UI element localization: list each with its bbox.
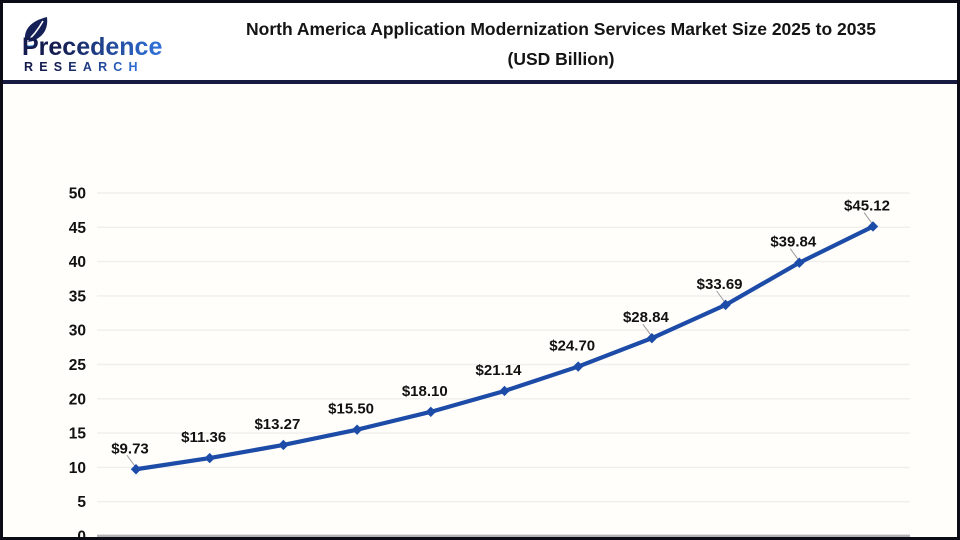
data-point-label: $13.27	[254, 416, 300, 433]
label-leader-line	[642, 323, 652, 336]
leaf-icon	[24, 17, 48, 48]
data-point-label: $33.69	[697, 276, 743, 293]
y-tick-label: 40	[69, 254, 86, 271]
header-divider	[3, 80, 957, 84]
chart-region: 0510152025303540455020252026202720282029…	[3, 84, 957, 537]
logo-sub-text: RESEARCH	[24, 60, 144, 74]
data-point-marker	[646, 332, 658, 344]
chart-title: North America Application Modernization …	[171, 14, 951, 74]
y-tick-label: 10	[69, 460, 86, 477]
data-point-marker	[720, 299, 731, 311]
y-tick-label: 5	[77, 494, 86, 511]
header: Precedence RESEARCH North America Applic…	[3, 3, 957, 80]
label-leader-line	[863, 212, 873, 224]
market-size-line-chart: 0510152025303540455020252026202720282029…	[69, 186, 910, 540]
data-point-label: $45.12	[844, 197, 890, 214]
data-point-marker	[130, 464, 142, 475]
y-tick-label: 25	[69, 357, 87, 374]
data-point-label: $24.70	[549, 338, 595, 355]
data-point-marker	[425, 406, 436, 418]
data-point-label: $9.73	[111, 440, 149, 457]
y-tick-label: 20	[69, 391, 86, 408]
data-point-label: $11.36	[181, 429, 226, 446]
label-leader-line	[716, 290, 726, 303]
data-point-marker	[867, 221, 879, 232]
chart-title-line1: North America Application Modernization …	[246, 19, 876, 39]
data-point-label: $39.84	[770, 234, 817, 251]
y-tick-label: 30	[69, 323, 86, 340]
y-tick-label: 50	[69, 186, 86, 203]
data-point-marker	[573, 361, 584, 372]
data-point-marker	[278, 439, 289, 451]
data-point-label: $21.14	[476, 362, 523, 379]
data-point-marker	[499, 385, 510, 397]
y-tick-label: 45	[69, 220, 87, 237]
data-point-marker	[351, 424, 363, 435]
data-point-marker	[794, 257, 805, 268]
chart-title-line2: (USD Billion)	[507, 49, 615, 69]
data-point-label: $18.10	[402, 383, 448, 400]
y-tick-label: 15	[69, 426, 87, 443]
label-leader-line	[789, 248, 799, 260]
label-leader-line	[126, 454, 136, 467]
data-point-marker	[204, 452, 215, 464]
data-point-label: $15.50	[328, 401, 374, 418]
y-tick-label: 0	[77, 529, 86, 540]
precedence-research-logo: Precedence RESEARCH	[22, 17, 162, 74]
data-point-label: $28.84	[623, 309, 670, 326]
y-tick-label: 35	[69, 288, 87, 305]
logo-brand-text: Precedence	[22, 33, 162, 61]
